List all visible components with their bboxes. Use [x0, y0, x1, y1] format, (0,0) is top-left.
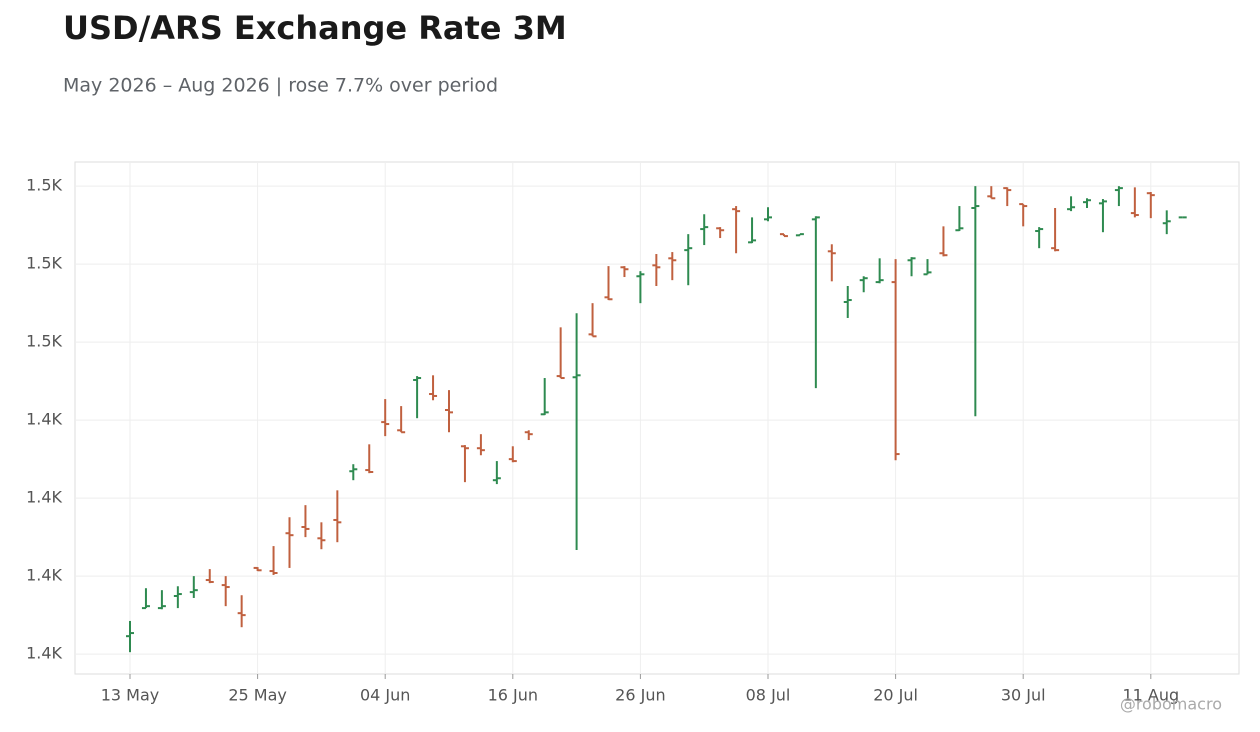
y-tick-label: 1.4K	[26, 566, 62, 585]
x-tick-label: 04 Jun	[360, 686, 410, 705]
plot-frame	[74, 161, 1240, 675]
candles	[126, 186, 1187, 653]
y-tick-label: 1.4K	[26, 644, 62, 663]
y-tick-label: 1.5K	[26, 254, 62, 273]
x-tick-label: 16 Jun	[488, 686, 538, 705]
y-tick-label: 1.4K	[26, 410, 62, 429]
watermark: @robomacro	[1120, 695, 1222, 714]
x-tick-label: 30 Jul	[1001, 686, 1046, 705]
x-tick-label: 13 May	[101, 686, 160, 705]
chart-subtitle: May 2026 – Aug 2026 | rose 7.7% over per…	[63, 75, 498, 97]
y-tick-label: 1.4K	[26, 488, 62, 507]
x-tick-label: 25 May	[228, 686, 287, 705]
x-tick-label: 08 Jul	[746, 686, 791, 705]
x-tick-label: 20 Jul	[873, 686, 918, 705]
chart-title: USD/ARS Exchange Rate 3M	[63, 9, 567, 47]
y-tick-label: 1.5K	[26, 332, 62, 351]
x-tick-label: 11 Aug	[1122, 686, 1179, 705]
grid: 1.4K 1.4K 1.4K 1.4K 1.5K 1.5K 1.5K 13 May 25 May…	[26, 162, 1239, 705]
x-tick-label: 26 Jun	[615, 686, 665, 705]
y-tick-label: 1.5K	[26, 176, 62, 195]
